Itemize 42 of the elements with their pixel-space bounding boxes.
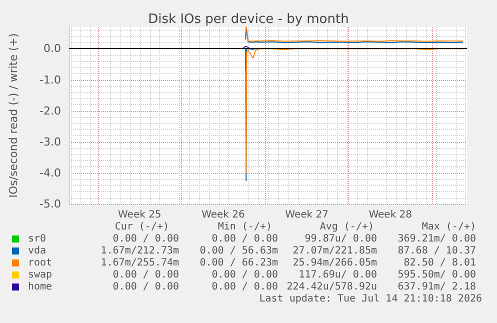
text: 0.00 / 0.00: [112, 234, 180, 244]
text: Cur (-/+): [114, 222, 170, 232]
x-tick-label: Week 25: [118, 210, 162, 220]
y-tick-label: -3.0: [40, 135, 61, 148]
text: 25.94m/266.05m: [292, 258, 378, 268]
legend-label: vda: [28, 246, 46, 256]
legend-label: sr0: [28, 234, 46, 244]
chart-title: Disk IOs per device - by month: [148, 12, 349, 27]
text: Min (-/+): [218, 222, 272, 232]
y-tick-label: -5.0: [40, 198, 61, 210]
y-tick-label: -2.0: [40, 104, 61, 118]
x-tick-label: Week 26: [202, 210, 245, 220]
text: 0.00 / 56.63m: [200, 246, 278, 256]
text: 27.07m/221.85m: [292, 246, 378, 256]
text: 1.67m/255.74m: [100, 258, 180, 268]
text: 87.68 / 10.37: [398, 246, 476, 256]
text: Avg (-/+): [320, 222, 374, 232]
text: 0.00 / 0.00: [212, 234, 278, 244]
text: Max (-/+): [422, 222, 476, 232]
text: 224.42u/578.92u: [286, 282, 378, 292]
text: 369.21m/ 0.00: [398, 234, 476, 244]
text: 0.00 / 0.00: [212, 270, 278, 280]
text: 637.91m/ 2.18: [398, 282, 476, 292]
y-tick-label: -4.0: [40, 166, 61, 180]
text: 0.00 / 66.23m: [200, 258, 278, 268]
text: 1.67m/212.73m: [100, 246, 180, 256]
x-tick-label: Week 28: [368, 210, 412, 220]
legend-label: root: [28, 258, 52, 268]
y-tick-label: -1.0: [40, 73, 61, 86]
text: 82.50 / 8.01: [404, 258, 476, 268]
text: Last update: Tue Jul 14 21:10:18 2026: [259, 294, 482, 304]
text: 0.00 / 0.00: [112, 282, 180, 292]
text: 99.87u/ 0.00: [304, 234, 378, 244]
text: 595.50m/ 0.00: [398, 270, 476, 280]
x-tick-label: Week 27: [285, 210, 328, 220]
legend-label: home: [28, 282, 52, 292]
text: 0.00 / 0.00: [112, 270, 180, 280]
text: 0.00 / 0.00: [212, 282, 278, 292]
legend-label: swap: [28, 270, 52, 280]
y-tick-label: 0.0: [44, 42, 61, 56]
text: 117.69u/ 0.00: [298, 270, 378, 280]
y-axis-title: IOs/second read (-) / write (+): [7, 33, 20, 198]
